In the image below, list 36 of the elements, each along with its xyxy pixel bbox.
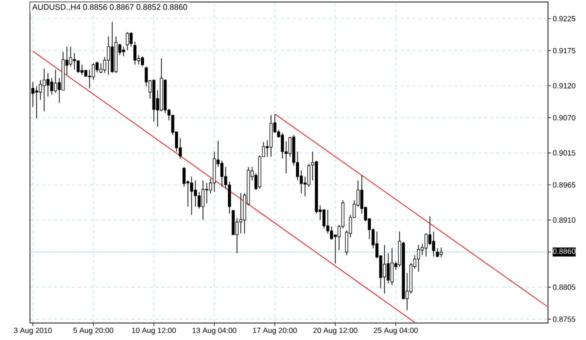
candlestick xyxy=(440,247,443,258)
candlestick xyxy=(106,36,110,76)
candlestick xyxy=(133,41,136,66)
candlestick xyxy=(38,80,42,100)
candlestick xyxy=(96,61,99,73)
candlestick xyxy=(46,72,50,98)
candlestick xyxy=(201,180,204,220)
candlestick xyxy=(424,233,428,257)
candlestick xyxy=(92,63,95,80)
candlestick xyxy=(80,64,84,76)
candlestick xyxy=(330,226,334,240)
chart-title: AUDUSD.,H4 0.8856 0.8867 0.8852 0.8860 xyxy=(32,4,188,11)
candlestick xyxy=(122,46,126,57)
candlestick xyxy=(126,32,129,50)
candlestick xyxy=(130,32,133,48)
candlestick xyxy=(205,182,208,204)
candlestick xyxy=(390,248,394,286)
candlestick xyxy=(72,52,76,70)
candlestick xyxy=(382,244,386,294)
candlestick xyxy=(220,160,224,188)
candlestick xyxy=(42,68,46,112)
candlestick xyxy=(239,192,242,234)
candlestick xyxy=(194,180,197,207)
candlestick xyxy=(307,163,310,188)
candlestick xyxy=(280,132,284,160)
candlestick xyxy=(190,176,194,216)
candlestick xyxy=(35,86,38,119)
candlestick xyxy=(432,231,436,257)
candlestick xyxy=(270,114,273,158)
candlestick xyxy=(54,69,58,94)
candlestick xyxy=(322,209,326,229)
candlestick xyxy=(182,166,186,188)
candlestick xyxy=(99,63,102,74)
candlestick xyxy=(140,56,144,67)
candlestick xyxy=(416,244,420,272)
candlestick xyxy=(69,46,72,67)
